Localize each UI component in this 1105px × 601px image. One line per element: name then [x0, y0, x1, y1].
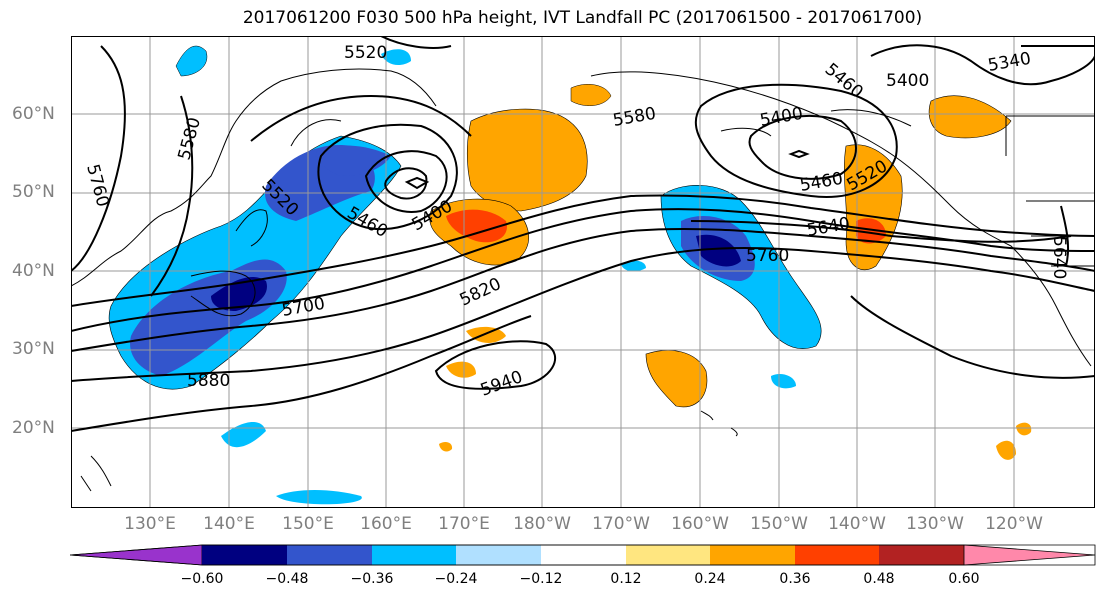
- contour-label: 5880: [187, 371, 230, 391]
- contour-label: 5640: [1049, 236, 1069, 279]
- contour-label: 5520: [344, 43, 387, 63]
- lon-label: 140°W: [828, 514, 886, 534]
- colorbar-segment: [879, 545, 964, 565]
- lon-label: 150°W: [750, 514, 808, 534]
- colorbar-tick-label: 0.12: [610, 571, 642, 587]
- lat-label: 40°N: [12, 261, 55, 281]
- lon-label: 150°E: [282, 514, 334, 534]
- colorbar-segment: [541, 545, 626, 565]
- graticule: [71, 36, 1095, 508]
- low-center-marker: [404, 176, 430, 190]
- colorbar-tick-label: −0.24: [434, 571, 478, 587]
- colorbar-segment: [795, 545, 879, 565]
- contour-label: 5400: [886, 71, 929, 91]
- colorbar-segment: [287, 545, 372, 565]
- coastlines: [71, 68, 1095, 492]
- lat-label: 60°N: [12, 104, 55, 124]
- colorbar-tick-label: 0.48: [863, 571, 895, 587]
- lon-label: 180°W: [513, 514, 571, 534]
- colorbar-tick-label: −0.36: [350, 571, 394, 587]
- colorbar: [70, 544, 1096, 566]
- lon-label: 170°E: [438, 514, 490, 534]
- colorbar-extend-high: [963, 544, 1096, 566]
- colorbar-tick-label: −0.60: [180, 571, 224, 587]
- colorbar-tick-label: 0.24: [694, 571, 726, 587]
- ivt-negative-shading: [108, 45, 822, 505]
- lon-label: 160°W: [671, 514, 729, 534]
- lon-label: 130°E: [124, 514, 176, 534]
- colorbar-segment: [626, 545, 710, 565]
- lat-label: 50°N: [12, 182, 55, 202]
- colorbar-tick-label: −0.12: [519, 571, 563, 587]
- plot-title: 2017061200 F030 500 hPa height, IVT Land…: [242, 8, 923, 28]
- lat-label: 20°N: [12, 418, 55, 438]
- lon-label: 120°W: [985, 514, 1043, 534]
- height-contours: [71, 36, 1095, 432]
- colorbar-segment: [710, 545, 795, 565]
- lon-label: 170°W: [592, 514, 650, 534]
- lat-label: 30°N: [12, 339, 55, 359]
- colorbar-tick-label: 0.36: [779, 571, 811, 587]
- lon-label: 160°E: [360, 514, 412, 534]
- map-panel: 5520 5580 5760 5520 5460 5400 5700 5820 …: [71, 36, 1095, 508]
- colorbar-tick-label: 0.60: [948, 571, 980, 587]
- colorbar-segment: [372, 545, 456, 565]
- ivt-positive-shading: [429, 84, 1032, 460]
- lon-label: 140°E: [203, 514, 255, 534]
- lon-label: 130°W: [906, 514, 964, 534]
- colorbar-extend-low: [70, 544, 203, 566]
- colorbar-segment: [456, 545, 541, 565]
- colorbar-segment: [202, 545, 287, 565]
- contour-label: 5760: [746, 246, 789, 266]
- colorbar-tick-label: −0.48: [265, 571, 309, 587]
